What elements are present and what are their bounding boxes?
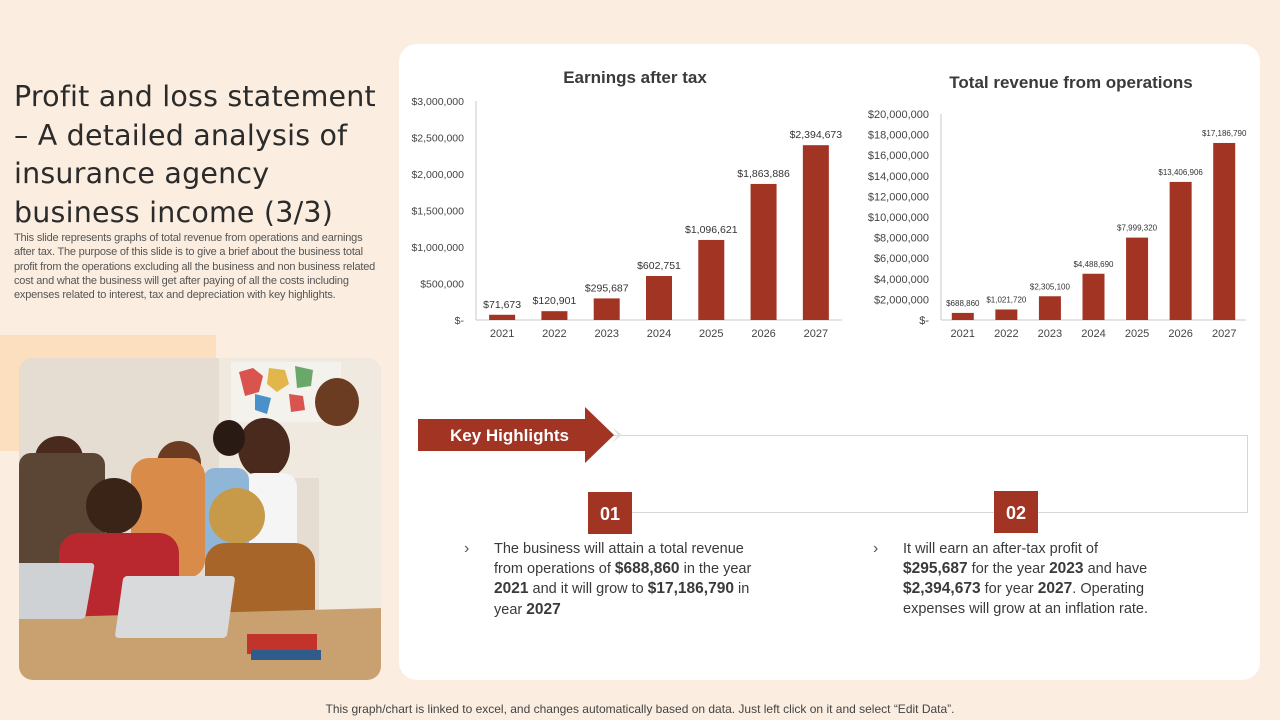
y-tick-label: $14,000,000	[868, 171, 929, 183]
bar[interactable]	[593, 298, 620, 320]
x-tick-label: 2027	[1212, 328, 1236, 340]
bar[interactable]	[698, 239, 725, 320]
content-card	[399, 44, 1260, 680]
bar-value-label: $1,096,621	[685, 224, 738, 236]
highlight-text-2: It will earn an after-tax profit of $295…	[903, 540, 1165, 619]
bar-value-label: $1,863,886	[737, 168, 790, 180]
highlights-frame	[612, 435, 1248, 513]
y-tick-label: $6,000,000	[874, 253, 929, 265]
bar[interactable]	[1126, 237, 1149, 320]
bar-value-label: $2,394,673	[790, 129, 843, 141]
highlight-number-1: 01	[588, 492, 632, 534]
y-tick-label: $20,000,000	[868, 109, 929, 121]
chart-title: Earnings after tax	[563, 68, 707, 87]
bar-value-label: $120,901	[533, 295, 577, 307]
bar[interactable]	[489, 314, 516, 320]
bullet-chevron-icon: ›	[873, 540, 879, 557]
bar[interactable]	[951, 312, 974, 320]
classroom-photo	[19, 358, 381, 680]
bar[interactable]	[995, 309, 1018, 320]
total-revenue-chart[interactable]: Total revenue from operations $- $2,000,00…	[860, 60, 1260, 355]
y-tick-label: $2,500,000	[411, 133, 464, 145]
highlight-bold-value: $688,860	[614, 560, 680, 578]
y-tick-label: $4,000,000	[874, 274, 929, 286]
bar[interactable]	[541, 311, 568, 320]
y-tick-label: $2,000,000	[411, 169, 464, 181]
x-tick-label: 2023	[1038, 328, 1062, 340]
highlight-bold-value: 2027	[1037, 580, 1073, 598]
x-tick-label: 2022	[542, 328, 566, 340]
y-tick-label: $-	[919, 315, 929, 327]
footer-note: This graph/chart is linked to excel, and…	[325, 702, 955, 716]
highlight-bold-value: 2027	[526, 600, 561, 618]
y-tick-label: $12,000,000	[868, 191, 929, 203]
x-tick-label: 2021	[951, 328, 975, 340]
highlight-text-segment: and have	[1083, 561, 1148, 578]
bar[interactable]	[802, 145, 829, 320]
y-tick-label: $1,000,000	[411, 242, 464, 254]
x-tick-label: 2021	[490, 328, 514, 340]
bar-value-label: $295,687	[585, 282, 629, 294]
bar-value-label: $602,751	[637, 260, 681, 272]
highlight-text-1: The business will attain a total revenue…	[494, 540, 769, 620]
x-tick-label: 2025	[1125, 328, 1149, 340]
earnings-after-tax-svg: Earnings after tax $- $500,000 $1,000,000 $1…	[411, 68, 843, 340]
x-tick-label: 2022	[994, 328, 1018, 340]
x-tick-label: 2023	[594, 328, 618, 340]
bar[interactable]	[1169, 181, 1192, 320]
y-tick-label: $10,000,000	[868, 212, 929, 224]
highlight-text-segment: for the year	[967, 561, 1050, 578]
bar-value-label: $13,406,906	[1158, 168, 1203, 177]
x-tick-label: 2024	[1081, 328, 1105, 340]
bar-value-label: $7,999,320	[1117, 224, 1158, 233]
highlight-bold-value: 2021	[494, 580, 529, 598]
y-tick-label: $500,000	[420, 279, 464, 291]
page-title: Profit and loss statement – A detailed a…	[14, 80, 376, 229]
bar-value-label: $4,488,690	[1073, 260, 1114, 269]
bar[interactable]	[1038, 296, 1061, 320]
bar-value-label: $1,021,720	[986, 295, 1027, 304]
bullet-chevron-icon: ›	[464, 540, 470, 557]
bar-value-label: $2,305,100	[1030, 282, 1071, 291]
bar[interactable]	[750, 183, 777, 320]
highlight-number-2: 02	[994, 491, 1038, 533]
highlight-text-segment: The business will attain a total revenue…	[494, 541, 744, 578]
highlight-text-segment: and it will grow to	[528, 581, 648, 598]
y-tick-label: $2,000,000	[874, 294, 929, 306]
total-revenue-svg: Total revenue from operations $- $2,000,00…	[868, 73, 1247, 340]
highlight-text-segment: . Operating expenses will grow at an inf…	[903, 581, 1149, 617]
x-tick-label: 2025	[699, 328, 723, 340]
highlight-text-segment: in year	[494, 581, 750, 618]
y-tick-label: $18,000,000	[868, 130, 929, 142]
highlight-text-segment: for year	[980, 581, 1038, 598]
y-tick-label: $1,500,000	[411, 206, 464, 218]
key-highlights-heading: Key Highlights	[449, 426, 569, 445]
highlight-text-segment: in the year	[679, 561, 752, 578]
earnings-after-tax-chart[interactable]: Earnings after tax $- $500,000 $1,000,000 $1…	[400, 60, 860, 355]
highlight-bold-value: $295,687	[903, 560, 968, 578]
bar-value-label: $17,186,790	[1202, 129, 1247, 138]
highlight-bold-value: $2,394,673	[903, 580, 981, 598]
slide-description: This slide represents graphs of total re…	[14, 232, 376, 302]
y-tick-label: $-	[455, 315, 465, 327]
highlight-bold-value: 2023	[1049, 560, 1084, 578]
bar[interactable]	[646, 275, 672, 320]
bar[interactable]	[1082, 273, 1105, 320]
y-tick-label: $8,000,000	[874, 233, 929, 245]
highlight-text-segment: It will earn an after-tax profit of	[903, 541, 1099, 557]
x-tick-label: 2026	[1168, 328, 1192, 340]
y-tick-label: $16,000,000	[868, 150, 929, 162]
x-tick-label: 2026	[751, 328, 775, 340]
highlight-bold-value: $17,186,790	[647, 580, 734, 598]
key-highlights-arrow-icon	[418, 407, 622, 463]
y-tick-label: $3,000,000	[411, 96, 464, 108]
bar-value-label: $688,860	[946, 299, 980, 308]
x-tick-label: 2027	[804, 328, 828, 340]
chart-title: Total revenue from operations	[949, 73, 1192, 92]
bar-value-label: $71,673	[483, 299, 521, 311]
x-tick-label: 2024	[647, 328, 671, 340]
bar[interactable]	[1213, 142, 1236, 320]
